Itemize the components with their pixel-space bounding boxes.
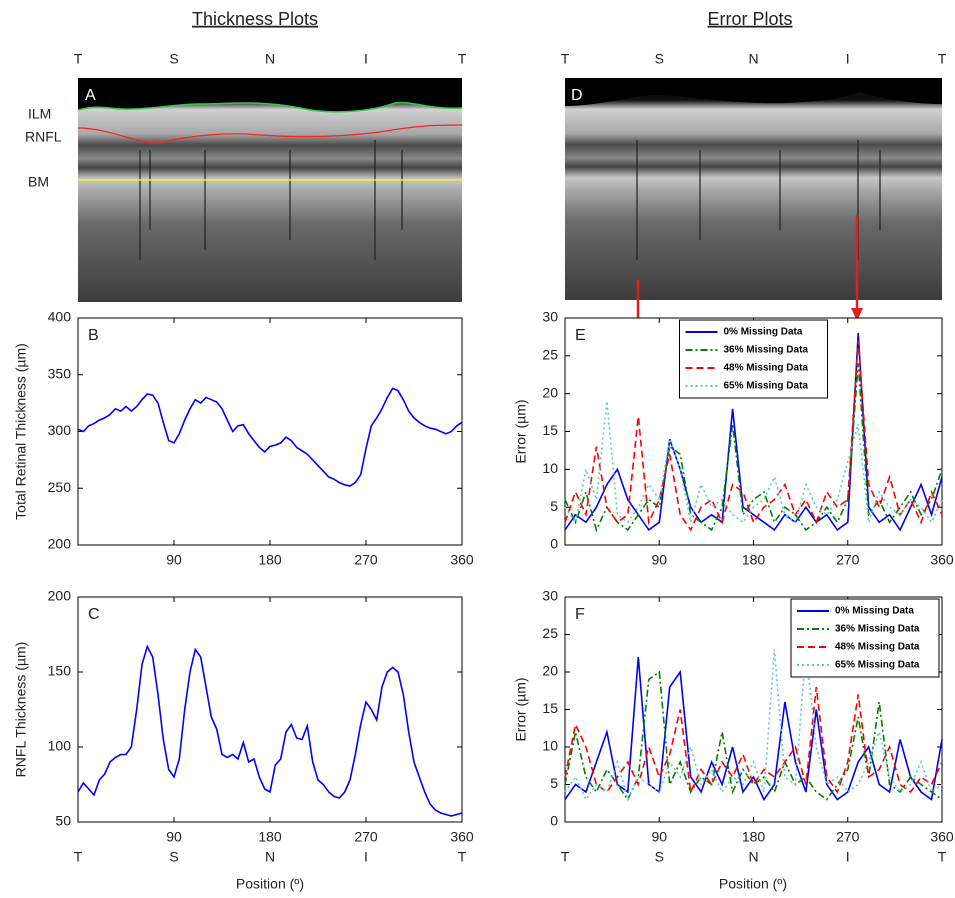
position-label: T [458, 51, 467, 67]
position-label: I [846, 849, 850, 865]
position-label: S [169, 849, 178, 865]
y-tick-label: 5 [550, 775, 558, 791]
legend: 0% Missing Data 36% Missing Data 48% Missi… [790, 598, 940, 678]
legend-label: 48% Missing Data [724, 363, 809, 374]
data-line [564, 686, 943, 795]
x-tick-label: 180 [742, 829, 766, 845]
x-tick-label: 180 [258, 552, 282, 568]
position-label: T [458, 849, 467, 865]
position-label: N [265, 51, 275, 67]
y-tick-label: 10 [542, 738, 558, 754]
position-label: N [748, 849, 758, 865]
legend-label: 48% Missing Data [835, 642, 920, 653]
x-tick-label: 360 [930, 829, 954, 845]
position-label: T [74, 51, 83, 67]
x-tick-label: 90 [166, 829, 182, 845]
data-line [77, 387, 463, 487]
data-line [77, 644, 463, 817]
position-label: S [169, 51, 178, 67]
position-label: I [846, 51, 850, 67]
position-label: N [265, 849, 275, 865]
x-tick-label: 360 [450, 829, 474, 845]
y-tick-label: 10 [542, 460, 558, 476]
position-label: T [938, 849, 947, 865]
data-line [564, 401, 943, 525]
column-title: Thickness Plots [192, 9, 318, 29]
data-line [564, 333, 943, 532]
y-tick-label: 20 [542, 384, 558, 400]
y-tick-label: 5 [550, 498, 558, 514]
legend-label: 36% Missing Data [835, 624, 920, 635]
position-label: S [655, 849, 664, 865]
position-label: I [364, 849, 368, 865]
y-tick-label: 200 [48, 536, 72, 552]
panel-label: C [88, 606, 100, 623]
y-tick-label: 250 [48, 479, 72, 495]
plot-area [77, 317, 463, 546]
y-tick-label: 25 [542, 625, 558, 641]
y-tick-label: 50 [55, 813, 71, 829]
x-tick-label: 270 [836, 552, 860, 568]
y-axis-label: Error (µm) [513, 677, 529, 741]
x-tick-label: 90 [651, 829, 667, 845]
layer-label: ILM [28, 106, 51, 122]
x-tick-label: 360 [930, 552, 954, 568]
y-tick-label: 0 [550, 813, 558, 829]
y-tick-label: 350 [48, 365, 72, 381]
position-label: S [655, 51, 664, 67]
y-tick-label: 0 [550, 536, 558, 552]
data-line [564, 649, 943, 802]
position-label: T [74, 849, 83, 865]
legend-label: 65% Missing Data [835, 660, 920, 671]
y-tick-label: 20 [542, 663, 558, 679]
x-tick-label: 90 [166, 552, 182, 568]
y-tick-label: 30 [542, 588, 558, 604]
panel-label: F [575, 606, 585, 623]
x-axis-label: Position (º) [719, 876, 787, 892]
legend-label: 0% Missing Data [835, 606, 914, 617]
oct-image-d [565, 78, 942, 300]
data-line [564, 363, 943, 533]
y-tick-label: 400 [48, 309, 72, 325]
y-tick-label: 150 [48, 663, 72, 679]
data-line [564, 656, 943, 802]
legend: 0% Missing Data 36% Missing Data 48% Missi… [679, 319, 828, 399]
position-label: N [748, 51, 758, 67]
legend-label: 65% Missing Data [724, 381, 809, 392]
position-label: T [561, 849, 570, 865]
panel-label: B [88, 327, 99, 344]
y-tick-label: 30 [542, 309, 558, 325]
y-tick-label: 15 [542, 422, 558, 438]
x-axis-label: Position (º) [236, 876, 304, 892]
y-axis-label: Error (µm) [513, 399, 529, 463]
position-label: T [938, 51, 947, 67]
legend-label: 36% Missing Data [724, 345, 809, 356]
x-tick-label: 180 [742, 552, 766, 568]
position-label: T [561, 51, 570, 67]
y-tick-label: 25 [542, 347, 558, 363]
x-tick-label: 360 [450, 552, 474, 568]
panel-label: E [575, 327, 586, 344]
column-title: Error Plots [707, 9, 792, 29]
y-tick-label: 200 [48, 588, 72, 604]
x-tick-label: 270 [354, 552, 378, 568]
x-tick-label: 90 [651, 552, 667, 568]
x-tick-label: 270 [836, 829, 860, 845]
position-label: I [364, 51, 368, 67]
oct-image-a [77, 78, 463, 302]
x-tick-label: 270 [354, 829, 378, 845]
legend-label: 0% Missing Data [724, 327, 803, 338]
panel-label: D [571, 87, 583, 104]
x-tick-label: 180 [258, 829, 282, 845]
layer-label: BM [28, 174, 49, 190]
y-tick-label: 300 [48, 422, 72, 438]
y-tick-label: 15 [542, 700, 558, 716]
y-tick-label: 100 [48, 738, 72, 754]
y-axis-label: Total Retinal Thickness (µm) [13, 343, 29, 520]
layer-label: RNFL [25, 129, 62, 145]
y-axis-label: RNFL Thickness (µm) [13, 642, 29, 778]
panel-label: A [85, 87, 96, 104]
